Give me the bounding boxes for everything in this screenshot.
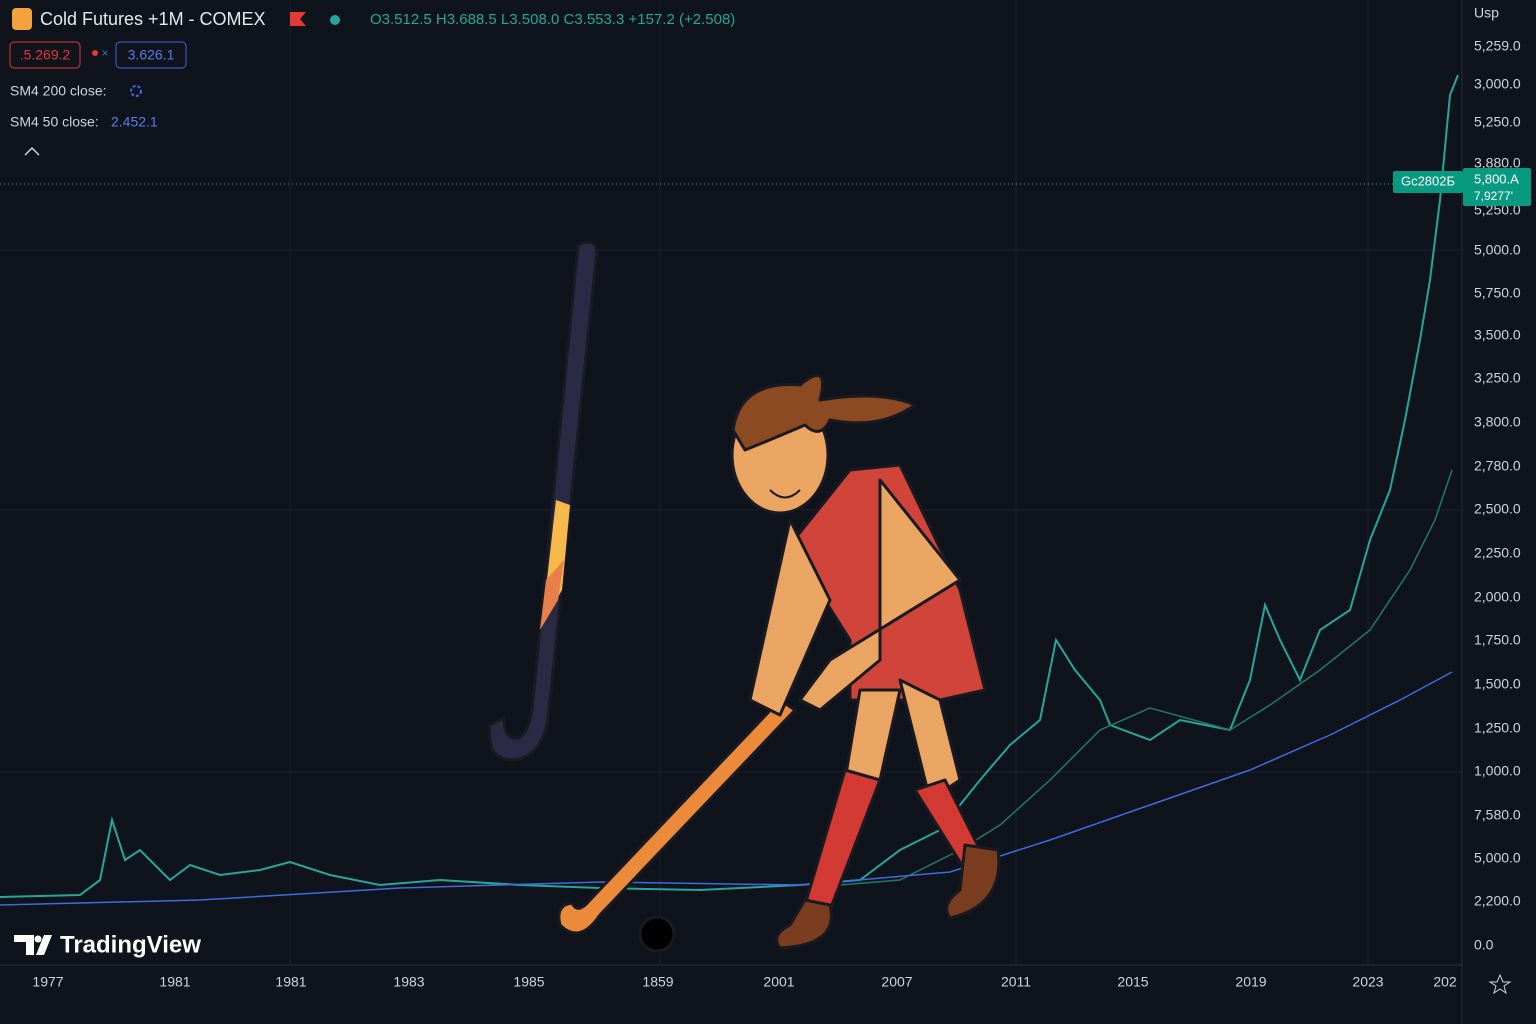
time-label: 2015 xyxy=(1117,974,1148,990)
symbol-tag-text: Gc2802Б xyxy=(1401,173,1455,188)
price-label: 5,000.0 xyxy=(1474,850,1521,866)
time-label: 2007 xyxy=(881,974,912,990)
price-tag-countdown: 7,9277' xyxy=(1474,189,1513,203)
sell-box[interactable] xyxy=(9,41,81,69)
price-label: 5,259.0 xyxy=(1474,38,1521,54)
flag-icon[interactable] xyxy=(290,12,306,26)
time-label: 1981 xyxy=(159,974,190,990)
price-label: 3,800.0 xyxy=(1474,414,1521,430)
price-label: 3,000.0 xyxy=(1474,76,1521,92)
time-label: 1981 xyxy=(275,974,306,990)
symbol-title[interactable]: Cold Futures +1M - COMEX xyxy=(40,9,266,29)
price-label: 5,250.0 xyxy=(1474,114,1521,130)
logo-text: TradingView xyxy=(60,931,201,958)
settings-icon[interactable] xyxy=(1488,973,1512,995)
price-curve xyxy=(0,74,1459,898)
symbol-icon xyxy=(12,8,32,30)
buy-box[interactable] xyxy=(115,41,187,69)
spread-x: × xyxy=(101,46,108,60)
price-tag-price: 5,800.A xyxy=(1474,171,1519,186)
status-dot xyxy=(330,15,340,25)
price-label: 2,000.0 xyxy=(1474,589,1521,605)
time-label: 2011 xyxy=(1001,974,1031,990)
price-label: 1,750.0 xyxy=(1474,632,1521,648)
sell-price[interactable]: .5.269.2 xyxy=(20,47,71,63)
time-label: 202 xyxy=(1433,974,1457,990)
price-label: 5,750.0 xyxy=(1474,285,1521,301)
collapse-toggle[interactable] xyxy=(24,146,40,156)
price-label: 1,000.0 xyxy=(1474,763,1521,779)
time-label: 1859 xyxy=(642,974,673,990)
price-label: 3,880.0 xyxy=(1474,155,1521,171)
currency-label[interactable]: Usp xyxy=(1474,5,1499,21)
spread-dot xyxy=(92,50,98,56)
price-label: 2,780.0 xyxy=(1474,458,1521,474)
ohlc: O3.512.5 H3.688.5 L3.508.0 C3.553.3 +157… xyxy=(370,11,735,28)
price-label: 7,580.0 xyxy=(1474,807,1521,823)
time-label: 2023 xyxy=(1352,974,1383,990)
price-label: 2,500.0 xyxy=(1474,501,1521,517)
indicator-value: 2.452.1 xyxy=(111,114,158,130)
price-label: 3,500.0 xyxy=(1474,327,1521,343)
price-label: 5,000.0 xyxy=(1474,242,1521,258)
time-label: 1985 xyxy=(513,974,544,990)
price-label: 1,250.0 xyxy=(1474,720,1521,736)
price-label: 1,500.0 xyxy=(1474,676,1521,692)
price-label: 2,200.0 xyxy=(1474,893,1521,909)
loading-icon xyxy=(130,85,142,97)
buy-price[interactable]: 3.626.1 xyxy=(128,47,175,63)
logo: TradingView xyxy=(14,931,201,958)
price-label: 3,250.0 xyxy=(1474,370,1521,386)
time-label: 1983 xyxy=(393,974,424,990)
indicator-label[interactable]: SM4 200 close: xyxy=(10,83,107,99)
time-label: 2001 xyxy=(763,974,794,990)
time-label: 1977 xyxy=(32,974,63,990)
time-label: 2019 xyxy=(1235,974,1266,990)
price-tag xyxy=(1463,168,1531,206)
hockey-illustration xyxy=(487,240,1001,953)
price-label: 2,250.0 xyxy=(1474,545,1521,561)
symbol-tag xyxy=(1393,171,1463,193)
price-label: 0.0 xyxy=(1474,937,1494,953)
indicator-label[interactable]: SM4 50 close: xyxy=(10,114,99,130)
